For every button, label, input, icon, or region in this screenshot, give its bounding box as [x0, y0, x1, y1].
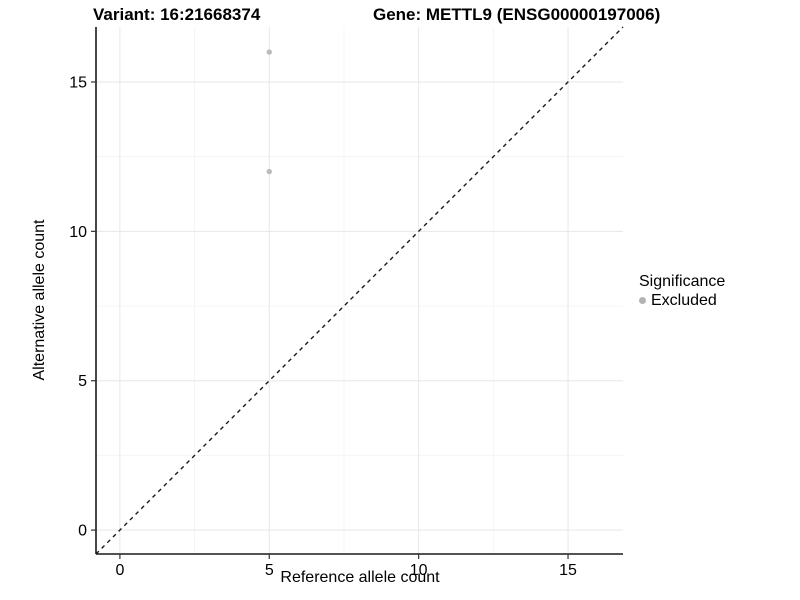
x-tick-label: 5 — [265, 562, 274, 579]
legend: Significance Excluded — [639, 272, 725, 310]
legend-point-icon — [639, 297, 646, 304]
gene-title: Gene: METTL9 (ENSG00000197006) — [373, 5, 661, 24]
data-point — [266, 168, 272, 175]
y-tick-label: 10 — [69, 224, 87, 241]
data-point — [266, 49, 272, 55]
legend-item-excluded: Excluded — [639, 291, 725, 310]
x-tick-label: 15 — [559, 562, 577, 579]
x-axis-label: Reference allele count — [280, 569, 440, 586]
y-tick-label: 0 — [78, 523, 87, 540]
y-axis-label: Alternative allele count — [31, 219, 48, 381]
x-tick-label: 10 — [410, 562, 428, 579]
legend-title: Significance — [639, 273, 726, 290]
legend-item-label: Excluded — [651, 292, 717, 309]
variant-title: Variant: 16:21668374 — [93, 5, 261, 24]
x-tick-label: 0 — [115, 562, 124, 579]
panel-background — [96, 27, 623, 554]
y-tick-label: 5 — [78, 373, 87, 390]
y-tick-label: 15 — [69, 74, 87, 91]
